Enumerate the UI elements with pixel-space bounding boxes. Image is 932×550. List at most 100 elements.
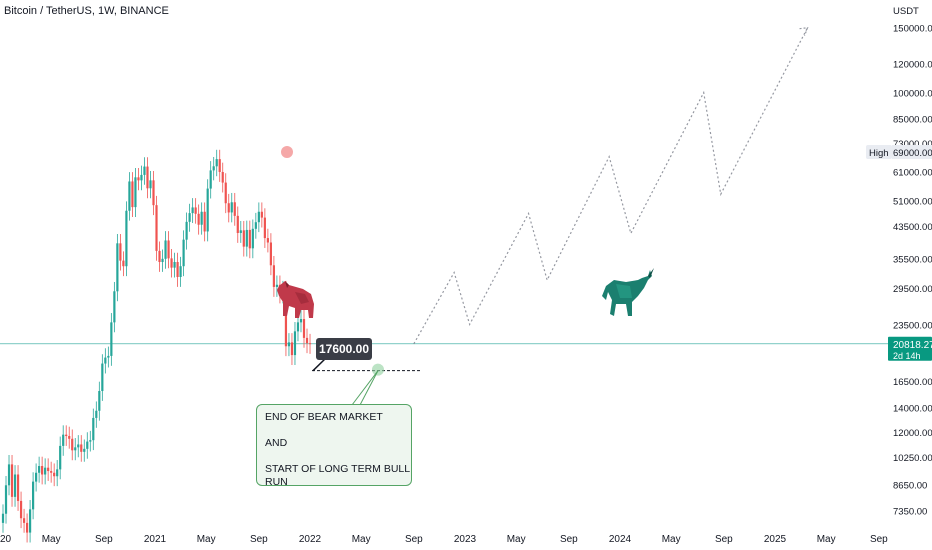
price-tick-label: 73000.00	[893, 139, 932, 150]
candle-body	[116, 243, 119, 292]
callout-line-2: AND	[265, 437, 288, 449]
time-tick-label: Sep	[95, 534, 113, 545]
forecast-arrowhead	[799, 26, 809, 36]
candle-body	[137, 177, 140, 181]
candle-body	[212, 166, 215, 171]
candle-body	[149, 180, 152, 189]
price-tick-label: 35500.00	[893, 254, 932, 265]
candle-body	[203, 211, 206, 232]
price-tag-label: 17600.00	[316, 338, 372, 360]
bull-icon	[602, 268, 654, 316]
candle-body	[22, 518, 26, 523]
candle-body	[32, 481, 35, 510]
callout-pointer-2	[359, 370, 379, 406]
candle-body	[107, 355, 110, 358]
candle-body	[16, 474, 20, 501]
axis-currency-label: USDT	[893, 6, 919, 17]
bull-facet	[616, 284, 632, 298]
time-tick-label: 2023	[454, 534, 477, 545]
bull-horn	[648, 268, 654, 278]
candle-body	[74, 447, 77, 451]
candle-body	[215, 159, 218, 167]
current-price-badge	[888, 336, 932, 361]
callout-line-1: END OF BEAR MARKET	[265, 411, 383, 423]
price-tick-label: 100000.00	[893, 89, 932, 100]
candle-body	[95, 410, 98, 418]
candle-body	[140, 174, 143, 181]
candle-body	[119, 243, 122, 261]
candle-body	[77, 444, 80, 448]
candle-body	[131, 181, 134, 208]
candle-body	[302, 319, 306, 338]
callout-line-3: START OF LONG TERM BULL RUN	[265, 463, 410, 488]
bear-facet	[295, 292, 309, 304]
high-label: High	[869, 148, 889, 159]
candle-body	[290, 342, 294, 356]
candle-body	[122, 260, 125, 267]
candle-body	[218, 159, 221, 172]
candle-body	[260, 211, 263, 218]
bear-icon	[277, 281, 314, 318]
current-price-value: 20818.27	[893, 340, 932, 351]
candle-body	[188, 213, 191, 222]
time-tick-label: 2020	[0, 534, 12, 545]
candle-body	[38, 466, 41, 473]
candle-body	[230, 202, 233, 213]
candle-body	[251, 228, 254, 249]
candle-body	[224, 182, 227, 204]
candle-body	[284, 290, 288, 347]
time-tick-label: 2025	[764, 534, 787, 545]
price-tick-label: 51000.00	[893, 196, 932, 207]
candle-body	[86, 441, 89, 449]
support-marker	[372, 363, 384, 376]
candle-body	[266, 238, 269, 243]
candle-body	[299, 319, 303, 323]
candle-body	[245, 229, 248, 247]
candle-body	[71, 438, 74, 451]
candle-body	[104, 357, 107, 364]
candle-body	[62, 434, 65, 446]
candle-body	[305, 337, 309, 344]
time-tick-label: May	[42, 534, 61, 545]
price-tick-label: 150000.00	[893, 24, 932, 35]
chart-title: Bitcoin / TetherUS, 1W, BINANCE	[4, 5, 169, 17]
candle-body	[47, 467, 50, 472]
candle-body	[233, 202, 236, 216]
candle-body	[53, 472, 56, 477]
time-tick-label: Sep	[405, 534, 423, 545]
price-tick-label: 29500.00	[893, 284, 932, 295]
time-tick-label: Sep	[870, 534, 888, 545]
candle-body	[83, 448, 86, 452]
time-tick-label: Sep	[560, 534, 578, 545]
candle-body	[65, 434, 68, 437]
candle-body	[44, 467, 47, 475]
candle-body	[7, 464, 11, 486]
candle-body	[167, 240, 170, 259]
time-tick-label: 2024	[609, 534, 632, 545]
candle-body	[50, 471, 53, 473]
candle-body	[68, 436, 71, 439]
candle-body	[173, 262, 176, 268]
candle-body	[170, 258, 173, 268]
candle-body	[125, 210, 128, 267]
price-tick-label: 12000.00	[893, 428, 932, 439]
candle-body	[254, 222, 257, 229]
candle-body	[143, 166, 146, 175]
time-tick-label: 2022	[299, 534, 322, 545]
candle-body	[242, 230, 245, 247]
candle-body	[296, 322, 300, 332]
candle-body	[35, 472, 38, 482]
candle-body	[269, 242, 272, 266]
bear-ear	[285, 281, 289, 288]
candle-body	[179, 266, 182, 277]
price-tick-label: 8650.00	[893, 480, 927, 491]
time-axis: 2020 May Sep 2021 May Sep 2022 May Sep 2023 May Sep…	[0, 534, 888, 545]
price-tick-label: 120000.00	[893, 59, 932, 70]
price-tick-label: 14000.00	[893, 403, 932, 414]
candle-body	[227, 203, 230, 213]
price-axis: USDT 150000.00 120000.00 100000.00 85000.00 7…	[866, 6, 932, 517]
candle-body	[92, 417, 95, 441]
candle-body	[197, 213, 200, 225]
candle-body	[221, 171, 224, 183]
